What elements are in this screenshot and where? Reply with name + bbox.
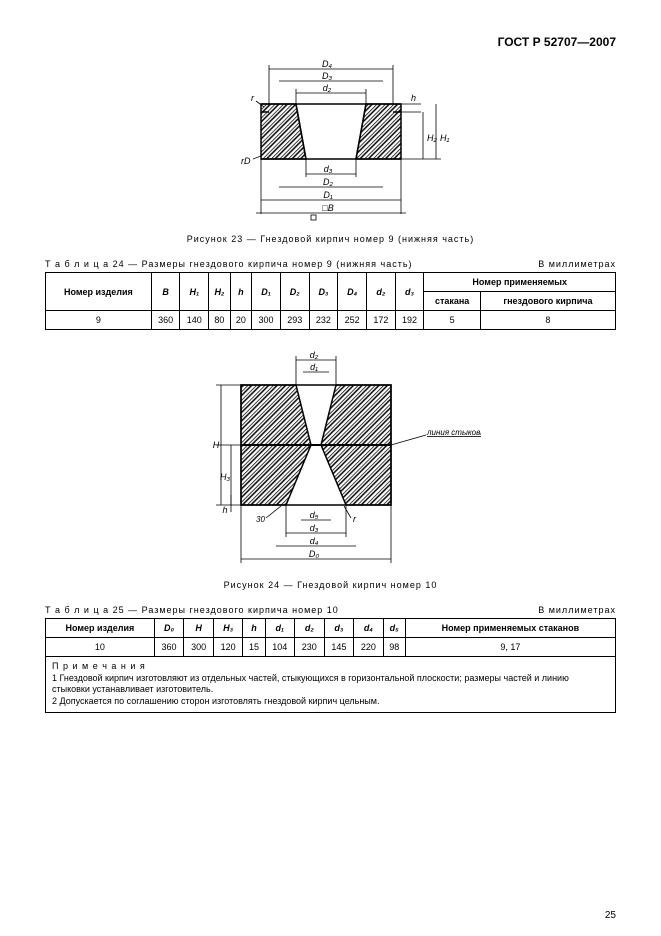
figure-23: D₄ D₃ d₂ r h H₂ H₁ rD <box>45 59 616 224</box>
th-d2-25: d₂ <box>295 619 325 638</box>
th-H2: H₂ <box>209 273 231 311</box>
th-D3: D₃ <box>309 273 338 311</box>
th-D4: D₄ <box>338 273 367 311</box>
dim-D4: D₄ <box>321 59 331 69</box>
note-2: 2 Допускается по соглашению сторон изгот… <box>52 696 609 708</box>
th-d1: d₁ <box>265 619 295 638</box>
dim-D3: D₃ <box>321 71 331 81</box>
th-d2: d₂ <box>367 273 396 311</box>
table-row: 10 360 300 120 15 104 230 145 220 98 9, … <box>46 638 616 657</box>
table-25-units: В миллиметрах <box>538 605 616 615</box>
th-d3-25: d₃ <box>324 619 354 638</box>
dim-d3-b: d₃ <box>309 523 318 533</box>
dim-H2: H₂ <box>427 133 437 143</box>
dim-d3: d₃ <box>323 164 332 174</box>
dim-angle: 30 <box>256 515 265 524</box>
dim-r: r <box>251 93 255 103</box>
th-H1: H₁ <box>180 273 209 311</box>
dim-h-b: h <box>222 505 227 515</box>
dim-d1-b: d₁ <box>310 362 318 372</box>
figure-24-caption: Рисунок 24 — Гнездовой кирпич номер 10 <box>45 580 616 590</box>
page-number: 25 <box>605 910 616 921</box>
dim-H3-b: H₃ <box>219 472 229 482</box>
dim-d4-b: d₄ <box>309 536 318 546</box>
th-brick: гнездового кирпича <box>480 292 615 311</box>
th-item-25: Номер изделия <box>46 619 155 638</box>
th-item: Номер изделия <box>46 273 152 311</box>
table-25-title: Т а б л и ц а 25 — Размеры гнездового ки… <box>45 605 339 615</box>
th-B: B <box>151 273 180 311</box>
dim-B: □B <box>322 203 333 213</box>
th-D2: D₂ <box>280 273 309 311</box>
dim-D1: D₁ <box>323 190 332 200</box>
table-25-notes: П р и м е ч а н и я 1 Гнездовой кирпич и… <box>45 657 616 713</box>
th-applied: Номер применяемых <box>424 273 616 292</box>
th-d4: d₄ <box>354 619 384 638</box>
table-24: Номер изделия B H₁ H₂ h D₁ D₂ D₃ D₄ d₂ d… <box>45 272 616 330</box>
dim-D2: D₂ <box>323 177 333 187</box>
joint-line-label: линия стыковки <box>426 428 481 437</box>
dim-d5-b: d₅ <box>309 510 318 520</box>
dim-d2: d₂ <box>322 83 331 93</box>
figure-24: линия стыковки d₂ d₁ H H₃ h <box>45 350 616 570</box>
figure-23-caption: Рисунок 23 — Гнездовой кирпич номер 9 (н… <box>45 234 616 244</box>
th-d3: d₃ <box>395 273 424 311</box>
th-H3: H₃ <box>213 619 243 638</box>
dim-D0-b: D₀ <box>308 549 318 559</box>
table-25-title-row: Т а б л и ц а 25 — Размеры гнездового ки… <box>45 605 616 615</box>
th-d5: d₅ <box>383 619 405 638</box>
table-24-title-row: Т а б л и ц а 24 — Размеры гнездового ки… <box>45 259 616 269</box>
dim-H1: H₁ <box>440 133 449 143</box>
dim-r-b: r <box>353 514 357 524</box>
table-row: 9 360 140 80 20 300 293 232 252 172 192 … <box>46 311 616 330</box>
dim-H-b: H <box>212 440 219 450</box>
note-1: 1 Гнездовой кирпич изготовляют из отдель… <box>52 673 609 696</box>
document-id: ГОСТ Р 52707—2007 <box>45 35 616 49</box>
th-applied-25: Номер применяемых стаканов <box>405 619 615 638</box>
th-h: h <box>230 273 252 311</box>
dim-d2-b: d₂ <box>309 350 318 360</box>
table-24-title: Т а б л и ц а 24 — Размеры гнездового ки… <box>45 259 413 269</box>
th-D1: D₁ <box>252 273 281 311</box>
th-h25: h <box>243 619 265 638</box>
th-H: H <box>184 619 214 638</box>
dim-rD: rD <box>241 156 251 166</box>
dim-h: h <box>411 93 416 103</box>
notes-title: П р и м е ч а н и я <box>52 661 609 673</box>
th-glass: стакана <box>424 292 480 311</box>
table-25: Номер изделия D₀ H H₃ h d₁ d₂ d₃ d₄ d₅ Н… <box>45 618 616 657</box>
table-24-units: В миллиметрах <box>538 259 616 269</box>
th-D0: D₀ <box>154 619 184 638</box>
